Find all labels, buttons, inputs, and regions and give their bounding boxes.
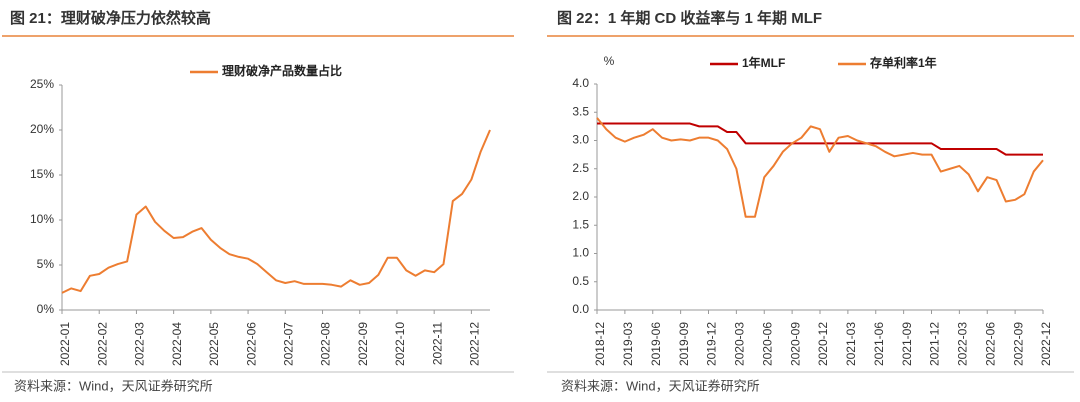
chart-title: 图 22：1 年期 CD 收益率与 1 年期 MLF — [557, 9, 822, 27]
y-tick-label: 0.0 — [572, 302, 589, 316]
x-tick-label: 2018-12 — [593, 322, 607, 366]
x-tick-label: 2020-12 — [816, 322, 830, 366]
x-tick-label: 2021-06 — [872, 322, 886, 366]
x-tick-label: 2022-10 — [393, 322, 407, 366]
x-tick-label: 2019-12 — [705, 322, 719, 366]
y-tick-label: 5% — [37, 257, 55, 271]
x-tick-label: 2022-09 — [356, 322, 370, 366]
x-tick-label: 2019-03 — [621, 322, 635, 366]
x-tick-label: 2022-12 — [1039, 322, 1053, 366]
x-tick-label: 2022-02 — [95, 322, 109, 366]
chart-title: 图 21：理财破净压力依然较高 — [10, 9, 211, 27]
y-tick-label: 2.0 — [572, 189, 589, 203]
y-tick-label: 4.0 — [572, 76, 589, 90]
x-tick-label: 2019-06 — [649, 322, 663, 366]
series-line — [596, 117, 1044, 218]
y-tick-label: 3.5 — [572, 104, 589, 118]
y-unit: % — [604, 54, 615, 68]
y-tick-label: 15% — [30, 167, 54, 181]
x-tick-label: 2022-03 — [133, 322, 147, 366]
x-tick-label: 2020-09 — [788, 322, 802, 366]
x-tick-label: 2020-03 — [733, 322, 747, 366]
y-tick-label: 1.5 — [572, 217, 589, 231]
y-tick-label: 25% — [30, 77, 54, 91]
x-tick-label: 2022-11 — [430, 322, 444, 365]
y-tick-label: 1.0 — [572, 246, 589, 260]
x-tick-label: 2022-05 — [207, 322, 221, 366]
x-tick-label: 2022-06 — [983, 322, 997, 366]
x-tick-label: 2022-04 — [170, 322, 184, 366]
source-note: 资料来源：Wind，天风证券研究所 — [561, 378, 760, 393]
legend-label: 理财破净产品数量占比 — [222, 63, 342, 78]
series-line — [61, 129, 491, 294]
x-tick-label: 2021-03 — [844, 322, 858, 366]
x-tick-label: 2022-06 — [244, 322, 258, 366]
x-tick-label: 2022-07 — [281, 322, 295, 366]
y-tick-label: 2.5 — [572, 161, 589, 175]
y-tick-label: 10% — [30, 212, 54, 226]
legend-label: 1年MLF — [742, 55, 785, 70]
y-tick-label: 0% — [37, 302, 55, 316]
y-tick-label: 0.5 — [572, 274, 589, 288]
x-tick-label: 2022-09 — [1011, 322, 1025, 366]
y-tick-label: 3.0 — [572, 133, 589, 147]
x-tick-label: 2022-03 — [956, 322, 970, 366]
x-tick-label: 2019-09 — [677, 322, 691, 366]
source-note: 资料来源：Wind，天风证券研究所 — [14, 378, 213, 393]
x-tick-label: 2022-12 — [468, 322, 482, 366]
x-tick-label: 2022-01 — [58, 322, 72, 366]
y-tick-label: 20% — [30, 122, 54, 136]
series-line — [597, 122, 1043, 156]
legend-label: 存单利率1年 — [869, 55, 937, 70]
x-tick-label: 2021-12 — [928, 322, 942, 366]
x-tick-label: 2022-08 — [319, 322, 333, 366]
x-tick-label: 2020-06 — [760, 322, 774, 366]
x-tick-label: 2021-09 — [900, 322, 914, 366]
